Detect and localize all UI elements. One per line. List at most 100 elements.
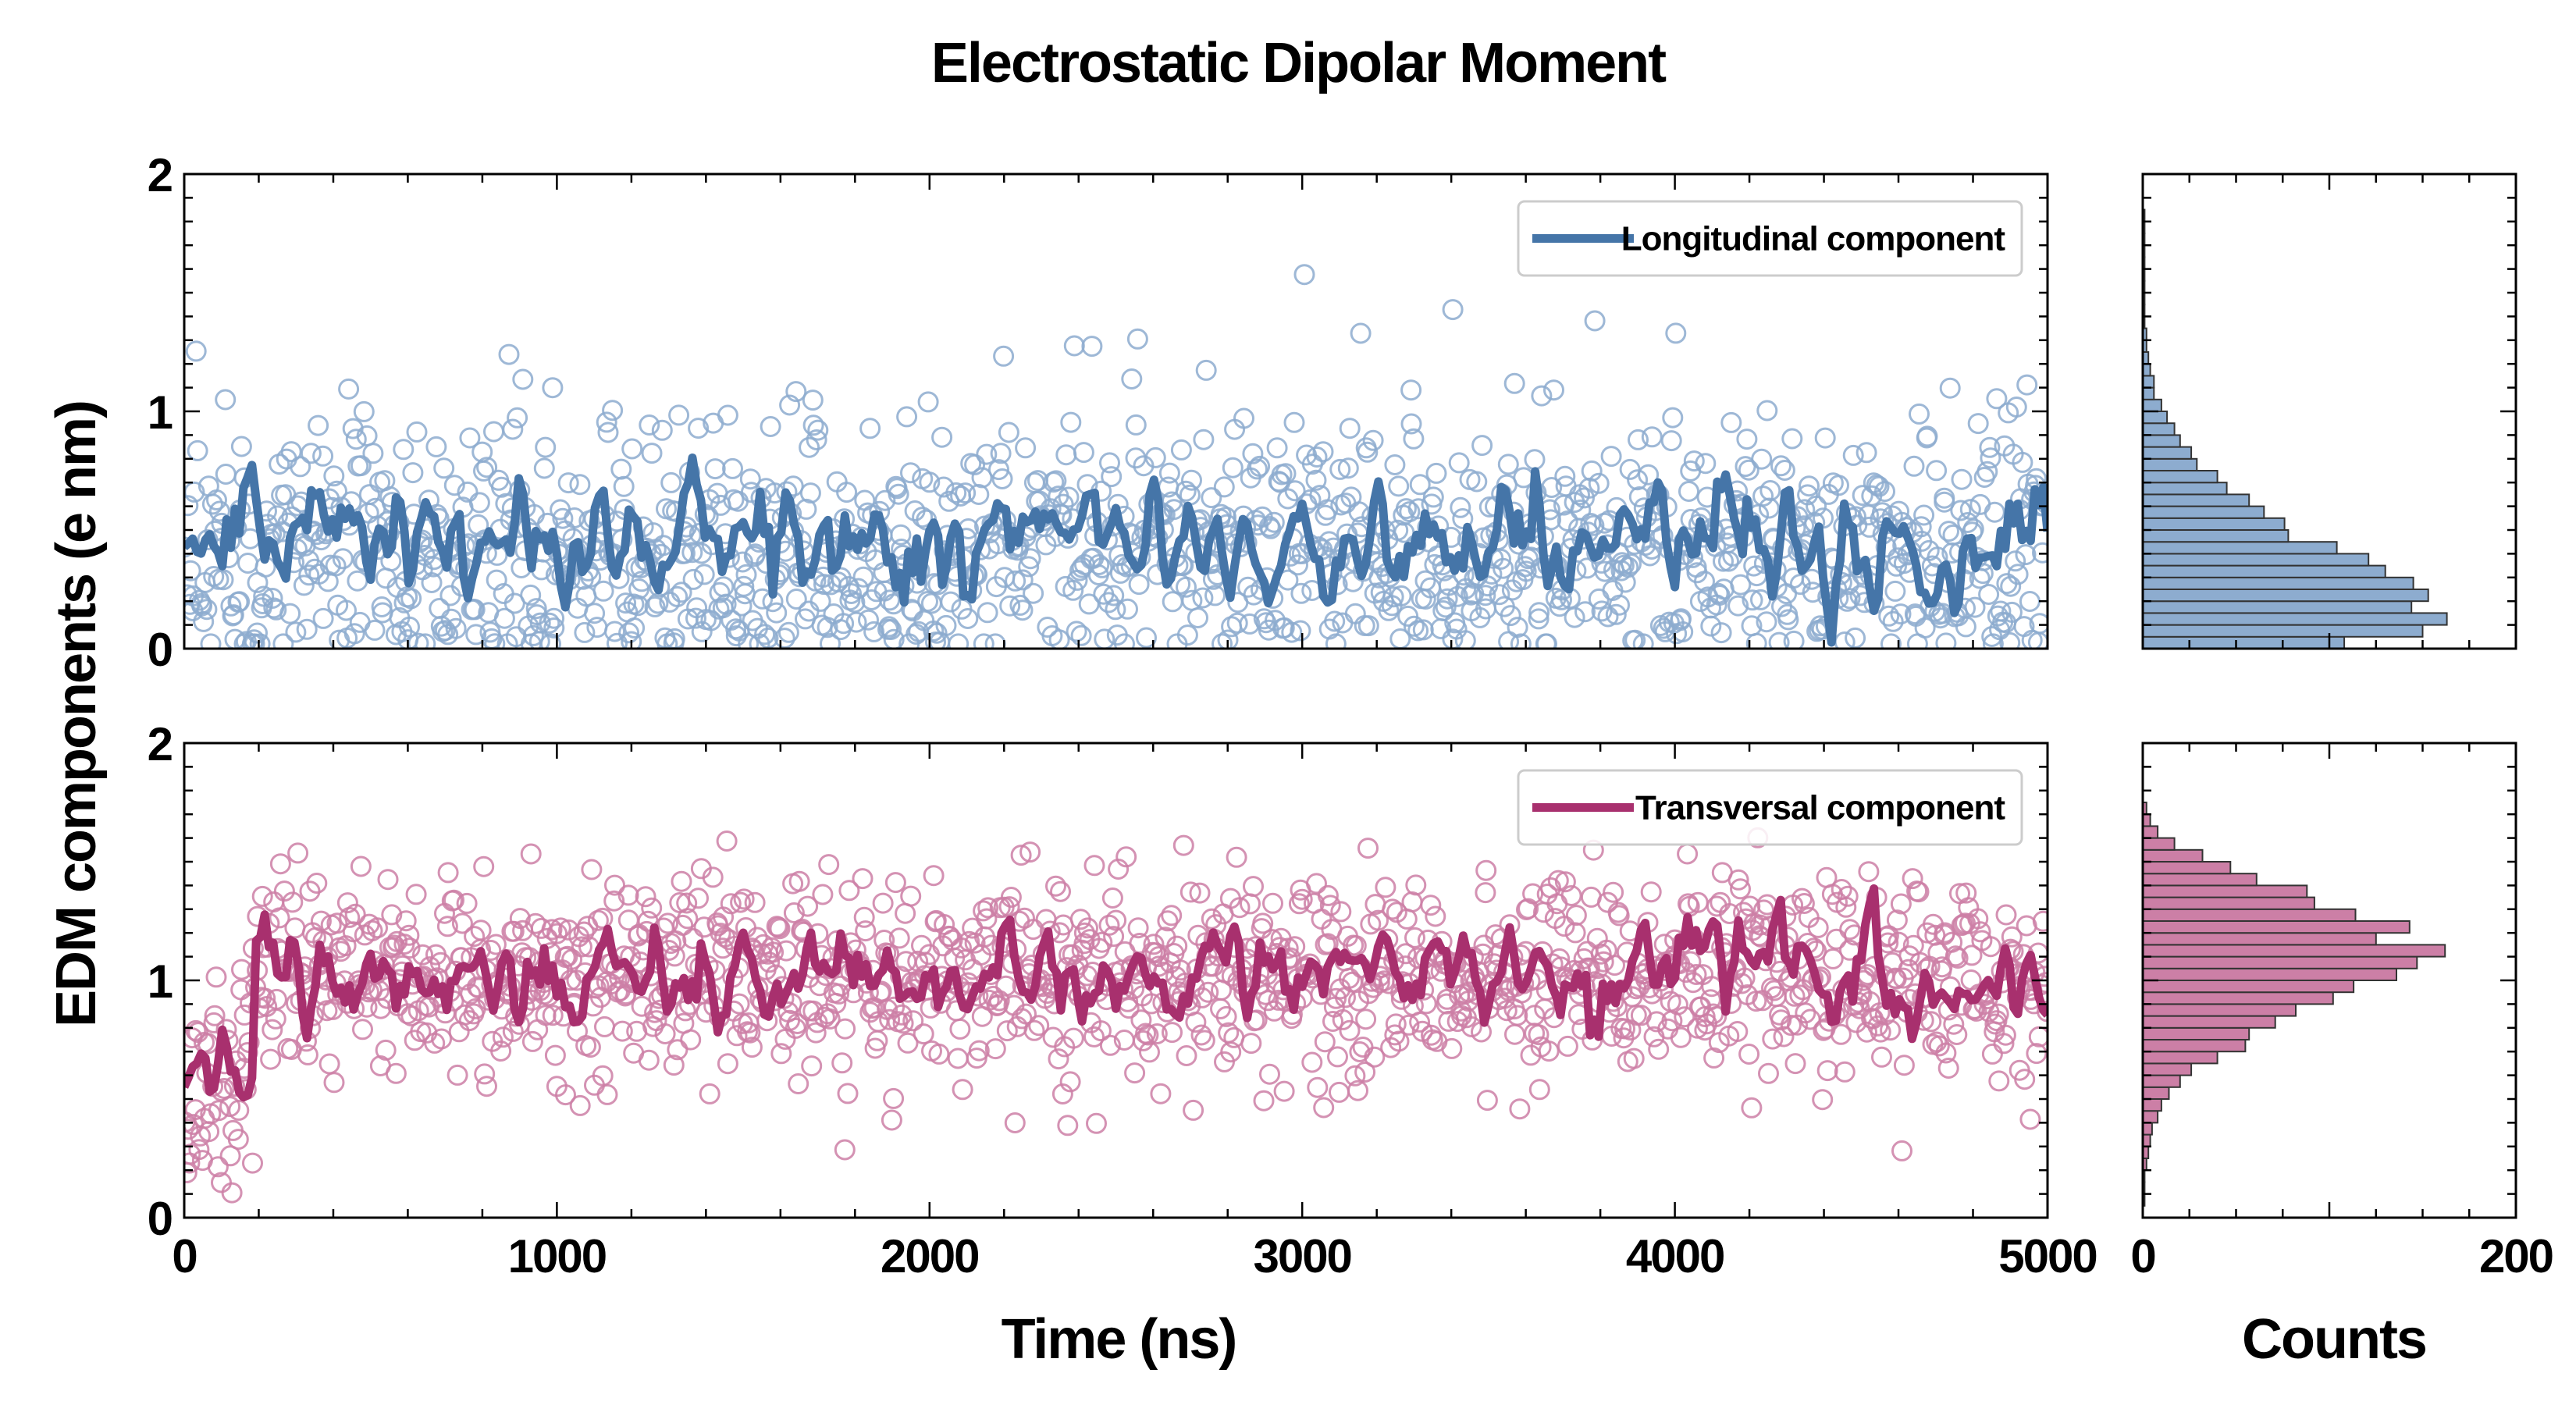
longitudinal-scatter-point [1536, 633, 1557, 649]
transversal-scatter-point [1215, 1005, 1237, 1027]
transversal-scatter-point [892, 1012, 914, 1034]
longitudinal-scatter-point [465, 624, 487, 646]
transversal-scatter-point [228, 1099, 250, 1121]
longitudinal-scatter-point [738, 633, 760, 649]
longitudinal-scatter-point [1117, 598, 1138, 620]
longitudinal-scatter-point [1357, 441, 1379, 463]
longitudinal-scatter-point [1390, 585, 1412, 606]
transversal-scatter-point [1902, 868, 1923, 890]
longitudinal-scatter-point [859, 418, 881, 439]
longitudinal-scatter-point [502, 418, 524, 440]
transversal-scatter-point [297, 1044, 318, 1065]
transversal-scatter-point [1284, 936, 1306, 958]
longitudinal-scatter-point [1452, 508, 1474, 529]
longitudinal-scatter-point [1055, 444, 1077, 466]
longitudinal-scatter-point [498, 343, 520, 365]
longitudinal-histogram-bar [2142, 589, 2429, 603]
transversal-scatter-point [1826, 928, 1847, 950]
longitudinal-scatter-point [1471, 435, 1493, 457]
longitudinal-scatter-point [1242, 443, 1264, 464]
longitudinal-scatter-point [484, 633, 506, 649]
longitudinal-scatter-point [1284, 480, 1306, 502]
transversal-scatter-point [1944, 945, 1966, 967]
longitudinal-scatter-point [799, 436, 820, 458]
transversal-scatter-point [398, 924, 420, 946]
transversal-scatter-point [1259, 1063, 1280, 1085]
longitudinal-scatter-point [739, 468, 761, 490]
transversal-scatter-point [1727, 869, 1749, 891]
transversal-scatter-point [1150, 1083, 1172, 1104]
longitudinal-scatter-point [1588, 588, 1610, 610]
transversal-scatter-point [1504, 1023, 1525, 1045]
longitudinal-scatter-point [957, 608, 979, 629]
longitudinal-scatter-point [1641, 426, 1663, 448]
transversal-scatter-point [1834, 1061, 1856, 1083]
longitudinal-scatter-point [1845, 627, 1866, 649]
transversal-scatter-point [1727, 1021, 1749, 1042]
longitudinal-scatter-point [651, 419, 673, 441]
longitudinal-histogram-bar [2142, 411, 2169, 425]
longitudinal-scatter-point [1193, 429, 1215, 450]
longitudinal-scatter-point [358, 484, 380, 506]
longitudinal-scatter-point [802, 389, 824, 411]
longitudinal-scatter-point [304, 558, 326, 580]
transversal-scatter-point [1375, 877, 1397, 898]
longitudinal-plot-area [184, 264, 2048, 649]
transversal-scatter-point [306, 873, 328, 894]
longitudinal-scatter-point [1709, 585, 1731, 606]
longitudinal-scatter-point [1756, 611, 1777, 633]
transversal-scatter-point [1908, 881, 1930, 903]
longitudinal-scatter-point [1694, 571, 1715, 592]
transversal-scatter-point [326, 912, 348, 934]
transversal-scatter-point [1062, 1027, 1084, 1049]
longitudinal-scatter-point [312, 445, 334, 467]
longitudinal-scatter-point [1777, 609, 1799, 631]
transversal-scatter-point [853, 906, 875, 928]
transversal-scatter-point [1793, 893, 1815, 914]
transversal-scatter-point [573, 921, 595, 943]
transversal-histogram-bar [2142, 1003, 2297, 1017]
longitudinal-scatter-point [1528, 602, 1550, 624]
transversal-scatter-point [1313, 1097, 1335, 1119]
transversal-scatter-point [344, 903, 366, 925]
transversal-scatter-point [1837, 885, 1859, 907]
longitudinal-scatter-point [1938, 521, 1959, 542]
longitudinal-scatter-point [468, 492, 490, 514]
transversal-scatter-point [219, 1145, 241, 1167]
transversal-scatter-point [1127, 917, 1149, 939]
transversal-scatter-point [870, 980, 892, 1002]
longitudinal-scatter-point [596, 411, 617, 433]
longitudinal-scatter-point [1283, 411, 1305, 433]
transversal-scatter-point [1528, 1079, 1550, 1101]
longitudinal-scatter-point [203, 566, 225, 587]
transversal-scatter-point [1382, 898, 1404, 920]
longitudinal-scatter-point [407, 632, 429, 649]
longitudinal-scatter-point [1964, 596, 1986, 618]
transversal-scatter-point [1240, 893, 1261, 915]
longitudinal-scatter-point [445, 617, 467, 639]
transversal-scatter-point [550, 917, 571, 939]
transversal-scatter-point [900, 885, 922, 907]
longitudinal-scatter-point [1317, 499, 1339, 521]
transversal-histogram-bar [2142, 873, 2258, 887]
longitudinal-scatter-point [1324, 610, 1346, 632]
transversal-scatter-point [1176, 1045, 1197, 1066]
longitudinal-scatter-point [964, 454, 986, 475]
transversal-histogram-bar [2142, 896, 2315, 910]
transversal-scatter-point [375, 1039, 397, 1061]
longitudinal-scatter-point [1403, 615, 1425, 637]
longitudinal-scatter-point [1493, 557, 1514, 579]
longitudinal-scatter-point [760, 416, 781, 437]
longitudinal-scatter-point [917, 391, 939, 413]
longitudinal-scatter-point [998, 422, 1019, 443]
longitudinal-scatter-point [1627, 469, 1649, 491]
longitudinal-scatter-point [569, 474, 591, 496]
transversal-scatter-point [1937, 1058, 1959, 1079]
longitudinal-histogram-bar [2142, 386, 2155, 400]
longitudinal-scatter-point [1475, 585, 1496, 606]
longitudinal-scatter-point [286, 495, 308, 517]
longitudinal-scatter-point [1528, 608, 1550, 630]
transversal-scatter-point [1179, 881, 1201, 903]
transversal-scatter-point [284, 917, 306, 939]
